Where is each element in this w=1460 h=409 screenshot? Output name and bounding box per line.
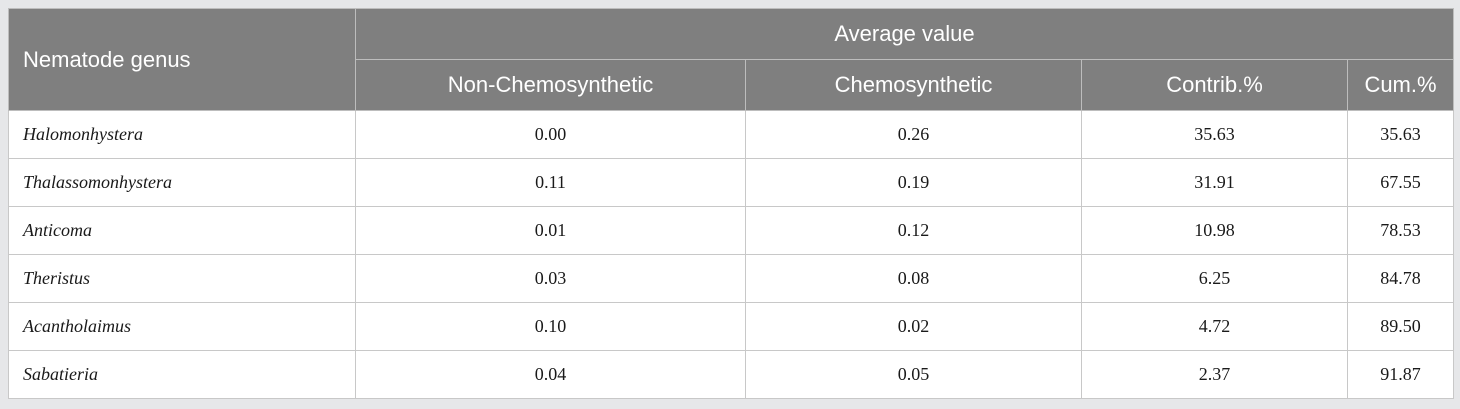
cum-cell: 35.63 bbox=[1347, 110, 1454, 159]
table-header: Nematode genus Average value Non-Chemosy… bbox=[8, 8, 1454, 111]
genus-cell: Theristus bbox=[8, 254, 356, 303]
cum-cell: 78.53 bbox=[1347, 206, 1454, 255]
non-chemo-cell: 0.00 bbox=[355, 110, 746, 159]
contrib-cell: 6.25 bbox=[1081, 254, 1348, 303]
cum-column-header: Cum.% bbox=[1347, 59, 1454, 111]
table-row: Halomonhystera 0.00 0.26 35.63 35.63 bbox=[8, 110, 1454, 159]
chemo-cell: 0.05 bbox=[745, 350, 1082, 399]
table-row: Acantholaimus 0.10 0.02 4.72 89.50 bbox=[8, 302, 1454, 351]
nematode-table: Nematode genus Average value Non-Chemosy… bbox=[8, 8, 1454, 399]
chemo-cell: 0.08 bbox=[745, 254, 1082, 303]
chemosynthetic-column-header: Chemosynthetic bbox=[745, 59, 1082, 111]
contrib-cell: 31.91 bbox=[1081, 158, 1348, 207]
chemo-cell: 0.12 bbox=[745, 206, 1082, 255]
header-row-top: Nematode genus Average value bbox=[8, 8, 1454, 111]
header-row-sub: Non-Chemosynthetic Chemosynthetic Contri… bbox=[9, 59, 1454, 111]
contrib-column-header: Contrib.% bbox=[1081, 59, 1348, 111]
contrib-cell: 35.63 bbox=[1081, 110, 1348, 159]
contrib-cell: 4.72 bbox=[1081, 302, 1348, 351]
contrib-cell: 10.98 bbox=[1081, 206, 1348, 255]
cum-cell: 67.55 bbox=[1347, 158, 1454, 207]
genus-cell: Thalassomonhystera bbox=[8, 158, 356, 207]
cum-cell: 91.87 bbox=[1347, 350, 1454, 399]
genus-cell: Sabatieria bbox=[8, 350, 356, 399]
table-row: Thalassomonhystera 0.11 0.19 31.91 67.55 bbox=[8, 158, 1454, 207]
cum-cell: 84.78 bbox=[1347, 254, 1454, 303]
genus-cell: Halomonhystera bbox=[8, 110, 356, 159]
chemo-cell: 0.26 bbox=[745, 110, 1082, 159]
genus-cell: Acantholaimus bbox=[8, 302, 356, 351]
non-chemo-cell: 0.11 bbox=[355, 158, 746, 207]
chemo-cell: 0.02 bbox=[745, 302, 1082, 351]
genus-cell: Anticoma bbox=[8, 206, 356, 255]
chemo-cell: 0.19 bbox=[745, 158, 1082, 207]
non-chemosynthetic-column-header: Non-Chemosynthetic bbox=[355, 59, 746, 111]
non-chemo-cell: 0.04 bbox=[355, 350, 746, 399]
table-row: Anticoma 0.01 0.12 10.98 78.53 bbox=[8, 206, 1454, 255]
non-chemo-cell: 0.03 bbox=[355, 254, 746, 303]
table-row: Theristus 0.03 0.08 6.25 84.78 bbox=[8, 254, 1454, 303]
non-chemo-cell: 0.01 bbox=[355, 206, 746, 255]
cum-cell: 89.50 bbox=[1347, 302, 1454, 351]
table-row: Sabatieria 0.04 0.05 2.37 91.87 bbox=[8, 350, 1454, 399]
average-value-group-header: Average value bbox=[355, 8, 1454, 60]
contrib-cell: 2.37 bbox=[1081, 350, 1348, 399]
genus-column-header: Nematode genus bbox=[8, 8, 356, 111]
table-body: Halomonhystera 0.00 0.26 35.63 35.63 Tha… bbox=[8, 110, 1454, 399]
non-chemo-cell: 0.10 bbox=[355, 302, 746, 351]
